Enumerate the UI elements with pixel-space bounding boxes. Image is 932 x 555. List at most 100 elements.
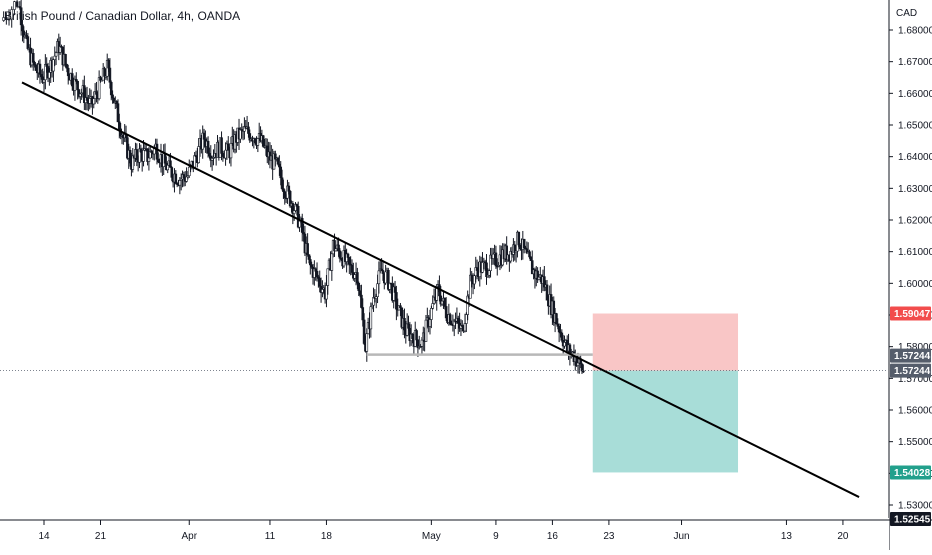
- candle: [97, 70, 101, 101]
- candle-body: [226, 143, 230, 151]
- candle-body: [229, 143, 233, 159]
- candle-body: [220, 137, 223, 154]
- take-profit-zone[interactable]: [592, 370, 739, 473]
- candle-body: [321, 289, 324, 293]
- candle: [287, 182, 291, 195]
- candle-body: [362, 319, 366, 344]
- candle-body: [350, 264, 354, 273]
- trend-line[interactable]: [21, 81, 860, 498]
- candle-body: [5, 17, 8, 20]
- candle-body: [439, 295, 443, 305]
- candle-body: [239, 129, 242, 140]
- candle-body: [187, 166, 191, 177]
- y-tick-label: 1.68000: [898, 26, 932, 37]
- y-tick-label: 1.64000: [898, 152, 932, 163]
- candle: [381, 260, 385, 281]
- candle-body: [26, 36, 30, 49]
- candle-body: [15, 1, 19, 7]
- candle: [313, 260, 316, 286]
- candle: [135, 143, 139, 167]
- candle-body: [466, 295, 469, 315]
- candle-body: [491, 253, 495, 259]
- candle: [187, 159, 191, 178]
- candle: [109, 80, 113, 101]
- candle: [430, 305, 433, 329]
- candle-body: [348, 257, 351, 265]
- candle-body: [528, 251, 531, 258]
- candle-body: [278, 163, 281, 168]
- candle: [185, 167, 188, 183]
- candle-body: [79, 93, 82, 97]
- x-tick-label: May: [422, 531, 441, 542]
- candle-body: [157, 159, 160, 163]
- y-tick-label: 1.61000: [898, 247, 932, 258]
- candle: [2, 11, 5, 22]
- candle-body: [387, 270, 390, 290]
- candle-body: [356, 272, 359, 284]
- candle: [473, 274, 476, 290]
- candle-body: [518, 244, 522, 250]
- candle-body: [530, 260, 534, 275]
- stop-loss-badge-text: 1.59047: [894, 309, 931, 320]
- candle: [580, 362, 584, 375]
- candle: [399, 302, 402, 317]
- candle-body: [76, 80, 79, 90]
- candle: [19, 0, 23, 36]
- candle: [34, 64, 38, 72]
- candle-body: [52, 59, 55, 72]
- candle-body: [206, 140, 210, 154]
- candle-body: [13, 1, 16, 10]
- candle-body: [197, 146, 200, 163]
- stop-loss-zone[interactable]: [592, 313, 739, 371]
- candle-body: [487, 270, 491, 276]
- candle: [377, 261, 381, 294]
- candle: [131, 148, 135, 173]
- candle-body: [494, 252, 498, 267]
- candle: [360, 284, 363, 309]
- candle-body: [116, 103, 120, 123]
- candle: [111, 90, 114, 104]
- candle-body: [580, 363, 584, 372]
- candle: [31, 48, 35, 71]
- candle: [138, 143, 141, 169]
- candle-body: [155, 143, 159, 160]
- candle: [116, 99, 120, 123]
- candle: [415, 328, 418, 347]
- y-tick-label: 1.53000: [898, 501, 932, 512]
- candle-body: [337, 244, 340, 252]
- candle: [388, 282, 391, 294]
- x-tick-label: 21: [95, 531, 107, 542]
- candle: [288, 189, 292, 209]
- candle: [147, 147, 151, 171]
- entry-price-badge-text: 1.57244: [894, 366, 931, 377]
- x-tick-label: 18: [321, 531, 333, 542]
- candle: [73, 75, 77, 101]
- candle-body: [247, 126, 250, 134]
- candle-body: [42, 79, 46, 83]
- candle-body: [463, 323, 467, 332]
- candle: [166, 161, 170, 174]
- candle-body: [456, 317, 460, 324]
- candle-body: [318, 278, 322, 287]
- candle-body: [202, 132, 206, 140]
- candle-body: [306, 243, 309, 255]
- candle: [209, 145, 213, 168]
- candle-body: [440, 300, 444, 305]
- candle-body: [365, 333, 369, 352]
- candle: [536, 267, 539, 283]
- currency-label: CAD: [896, 8, 917, 19]
- candle-body: [505, 245, 508, 261]
- candle-body: [470, 274, 474, 282]
- candle-body: [560, 332, 564, 341]
- bottom-price-badge: [890, 512, 931, 526]
- candle-body: [326, 268, 330, 286]
- candle-body: [178, 180, 182, 186]
- candle: [505, 236, 508, 265]
- candle: [448, 312, 452, 326]
- candle-body: [420, 339, 424, 347]
- candle: [369, 302, 373, 338]
- candle-body: [193, 155, 196, 168]
